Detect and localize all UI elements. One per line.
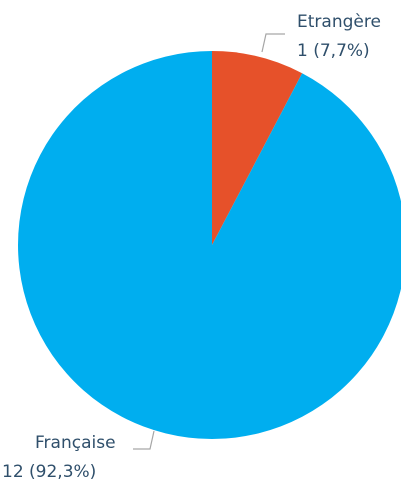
slice-label-francaise-category: Française <box>35 433 116 453</box>
leader-line-francaise <box>133 430 155 450</box>
slice-label-etrangere-category: Etrangère <box>297 12 381 32</box>
pie-slice-etrangere <box>212 51 303 245</box>
pie-slices <box>18 51 401 439</box>
slice-label-francaise-value: 12 (92,3%) <box>2 462 96 482</box>
slice-label-etrangere-value: 1 (7,7%) <box>297 41 370 61</box>
leader-line-etrangere <box>261 33 285 53</box>
pie-slice-francaise <box>18 51 401 439</box>
leader-lines <box>133 33 285 450</box>
